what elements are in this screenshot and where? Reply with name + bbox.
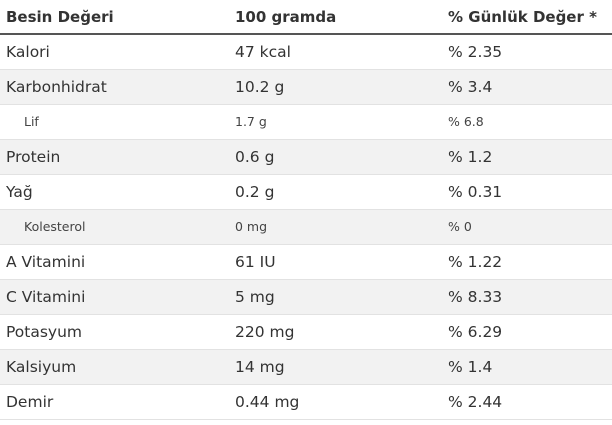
nutrient-amount: 0 mg [229, 209, 442, 245]
nutrient-daily-value: % 8.33 [442, 279, 612, 315]
header-nutrient: Besin Değeri [0, 0, 229, 35]
table-body: Kalori 47 kcal % 2.35 Karbonhidrat 10.2 … [0, 34, 612, 420]
nutrient-amount: 0.44 mg [229, 384, 442, 420]
nutrient-amount: 47 kcal [229, 34, 442, 70]
table-row-sub: Lif 1.7 g % 6.8 [0, 104, 612, 140]
nutrient-daily-value: % 0 [442, 209, 612, 245]
nutrient-name: Karbonhidrat [0, 69, 229, 105]
table-row: Yağ 0.2 g % 0.31 [0, 174, 612, 210]
table-row: Karbonhidrat 10.2 g % 3.4 [0, 69, 612, 105]
nutrient-name: A Vitamini [0, 244, 229, 280]
nutrient-name: Yağ [0, 174, 229, 210]
table-row: A Vitamini 61 IU % 1.22 [0, 244, 612, 280]
nutrient-name: Kalsiyum [0, 349, 229, 385]
nutrient-amount: 220 mg [229, 314, 442, 350]
nutrient-amount: 0.2 g [229, 174, 442, 210]
nutrient-daily-value: % 2.44 [442, 384, 612, 420]
nutrient-daily-value: % 1.4 [442, 349, 612, 385]
nutrient-name: Demir [0, 384, 229, 420]
nutrient-daily-value: % 6.29 [442, 314, 612, 350]
nutrient-daily-value: % 6.8 [442, 104, 612, 140]
nutrient-daily-value: % 0.31 [442, 174, 612, 210]
nutrient-daily-value: % 2.35 [442, 34, 612, 70]
table-row: Kalori 47 kcal % 2.35 [0, 34, 612, 70]
table-row: Demir 0.44 mg % 2.44 [0, 384, 612, 420]
table-row: Potasyum 220 mg % 6.29 [0, 314, 612, 350]
table-row: C Vitamini 5 mg % 8.33 [0, 279, 612, 315]
nutrient-amount: 1.7 g [229, 104, 442, 140]
nutrient-daily-value: % 1.22 [442, 244, 612, 280]
header-row: Besin Değeri 100 gramda % Günlük Değer * [0, 0, 612, 35]
nutrient-name: C Vitamini [0, 279, 229, 315]
table-row-sub: Kolesterol 0 mg % 0 [0, 209, 612, 245]
table-row: Protein 0.6 g % 1.2 [0, 139, 612, 175]
nutrient-daily-value: % 3.4 [442, 69, 612, 105]
nutrient-amount: 10.2 g [229, 69, 442, 105]
header-daily-value: % Günlük Değer * [442, 0, 612, 35]
nutrient-amount: 14 mg [229, 349, 442, 385]
nutrient-name: Protein [0, 139, 229, 175]
nutrient-name: Kolesterol [0, 209, 229, 245]
nutrient-amount: 5 mg [229, 279, 442, 315]
nutrient-daily-value: % 1.2 [442, 139, 612, 175]
nutrient-name: Potasyum [0, 314, 229, 350]
nutrient-name: Kalori [0, 34, 229, 70]
nutrient-amount: 0.6 g [229, 139, 442, 175]
nutrient-name: Lif [0, 104, 229, 140]
table-row: Kalsiyum 14 mg % 1.4 [0, 349, 612, 385]
nutrient-amount: 61 IU [229, 244, 442, 280]
header-per-100g: 100 gramda [229, 0, 442, 35]
table-header: Besin Değeri 100 gramda % Günlük Değer * [0, 0, 612, 35]
